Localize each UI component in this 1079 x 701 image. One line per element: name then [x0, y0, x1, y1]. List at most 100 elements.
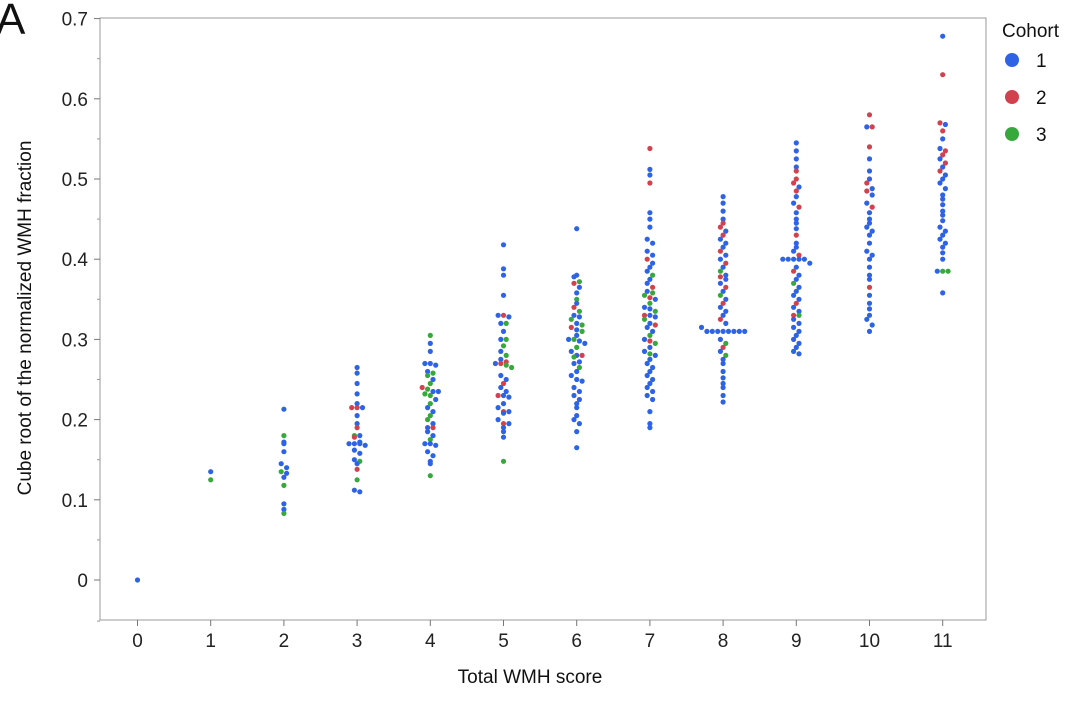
data-point-cohort-1: [582, 340, 588, 346]
data-point-cohort-2: [647, 145, 653, 152]
data-point-cohort-1: [568, 372, 574, 379]
data-point-cohort-1: [864, 124, 870, 130]
data-point-cohort-2: [571, 280, 577, 286]
data-point-cohort-2: [500, 380, 507, 387]
data-point-cohort-1: [866, 328, 873, 334]
data-point-cohort-1: [940, 290, 946, 296]
data-point-cohort-2: [940, 128, 946, 134]
data-point-cohort-1: [942, 121, 949, 128]
data-point-cohort-2: [495, 392, 501, 399]
data-point-cohort-2: [796, 252, 802, 258]
data-point-cohort-1: [791, 316, 797, 322]
data-point-cohort-1: [866, 272, 873, 278]
data-point-cohort-3: [503, 320, 509, 326]
data-point-cohort-3: [354, 477, 360, 483]
data-point-cohort-1: [940, 250, 946, 256]
data-point-cohort-2: [579, 352, 585, 358]
data-point-cohort-1: [492, 360, 498, 367]
data-point-cohort-1: [351, 447, 357, 453]
data-point-cohort-2: [723, 284, 729, 290]
legend-swatch-cohort-2: [1005, 90, 1019, 104]
data-point-cohort-1: [647, 166, 653, 172]
data-point-cohort-3: [427, 401, 433, 407]
data-point-cohort-1: [576, 338, 583, 344]
data-point-cohort-1: [720, 392, 726, 399]
data-point-cohort-1: [354, 413, 360, 419]
data-point-cohort-3: [647, 351, 653, 357]
data-point-cohort-1: [720, 375, 726, 381]
data-point-cohort-1: [574, 445, 580, 451]
data-point-cohort-1: [495, 417, 501, 423]
data-point-cohort-2: [866, 144, 873, 150]
legend-label-cohort-2: 2: [1036, 88, 1047, 109]
data-point-cohort-1: [940, 176, 946, 182]
data-point-cohort-1: [430, 433, 436, 439]
data-point-cohort-1: [791, 336, 797, 342]
data-point-cohort-1: [796, 296, 802, 302]
data-point-cohort-3: [281, 433, 287, 439]
data-point-cohort-2: [647, 180, 653, 186]
data-point-cohort-1: [793, 288, 799, 294]
y-tick-label: 0.6: [62, 90, 88, 111]
data-point-cohort-1: [717, 280, 724, 286]
data-point-cohort-3: [500, 458, 507, 464]
data-point-cohort-1: [281, 406, 287, 412]
data-point-cohort-3: [641, 316, 648, 322]
data-point-cohort-2: [498, 360, 504, 367]
data-point-cohort-1: [359, 405, 366, 411]
data-point-cohort-1: [422, 360, 428, 367]
data-point-cohort-2: [568, 324, 574, 330]
data-point-cohort-1: [869, 228, 875, 234]
data-point-cohort-1: [278, 461, 284, 467]
data-point-cohort-1: [866, 256, 873, 262]
data-point-cohort-2: [793, 176, 799, 182]
data-point-cohort-1: [793, 156, 799, 162]
data-point-cohort-1: [281, 506, 287, 512]
data-point-cohort-1: [354, 370, 360, 376]
data-point-cohort-1: [503, 376, 509, 383]
data-point-cohort-2: [793, 188, 799, 194]
data-point-cohort-1: [571, 312, 577, 318]
data-point-cohort-1: [796, 256, 802, 262]
data-point-cohort-1: [791, 324, 797, 330]
data-point-cohort-1: [576, 421, 583, 427]
data-point-cohort-2: [571, 304, 577, 310]
data-point-cohort-1: [940, 208, 946, 214]
data-point-cohort-1: [425, 405, 431, 411]
data-point-cohort-2: [652, 322, 658, 328]
data-point-cohort-1: [571, 417, 577, 423]
data-point-cohort-2: [942, 160, 949, 166]
data-point-cohort-1: [785, 256, 791, 262]
data-point-cohort-2: [720, 344, 726, 350]
data-point-cohort-1: [574, 332, 580, 338]
data-point-cohort-1: [506, 394, 512, 400]
data-point-cohort-2: [647, 295, 653, 301]
data-point-cohort-1: [736, 328, 742, 334]
data-point-cohort-1: [720, 208, 726, 214]
data-point-cohort-1: [796, 351, 802, 357]
data-point-cohort-1: [864, 224, 870, 230]
data-point-cohort-1: [357, 450, 363, 456]
data-point-cohort-3: [574, 296, 580, 302]
data-point-cohort-3: [427, 473, 433, 479]
data-point-cohort-2: [500, 312, 507, 318]
data-point-cohort-1: [650, 260, 656, 266]
data-point-cohort-1: [566, 336, 572, 342]
data-point-cohort-1: [940, 33, 946, 39]
data-point-cohort-1: [574, 376, 580, 383]
data-point-cohort-1: [644, 236, 650, 242]
data-point-cohort-1: [647, 264, 653, 270]
data-point-cohort-1: [720, 288, 726, 294]
data-point-cohort-1: [644, 372, 650, 379]
data-point-cohort-1: [574, 226, 580, 232]
data-point-cohort-1: [351, 457, 357, 463]
legend-label-cohort-1: 1: [1036, 51, 1047, 72]
data-point-cohort-1: [866, 176, 873, 182]
data-point-cohort-1: [354, 391, 360, 397]
data-point-cohort-1: [433, 442, 439, 448]
data-point-cohort-2: [937, 168, 943, 174]
data-point-cohort-1: [725, 328, 732, 334]
data-point-cohort-1: [937, 156, 943, 162]
data-points: [134, 33, 951, 583]
data-point-cohort-1: [869, 322, 875, 328]
